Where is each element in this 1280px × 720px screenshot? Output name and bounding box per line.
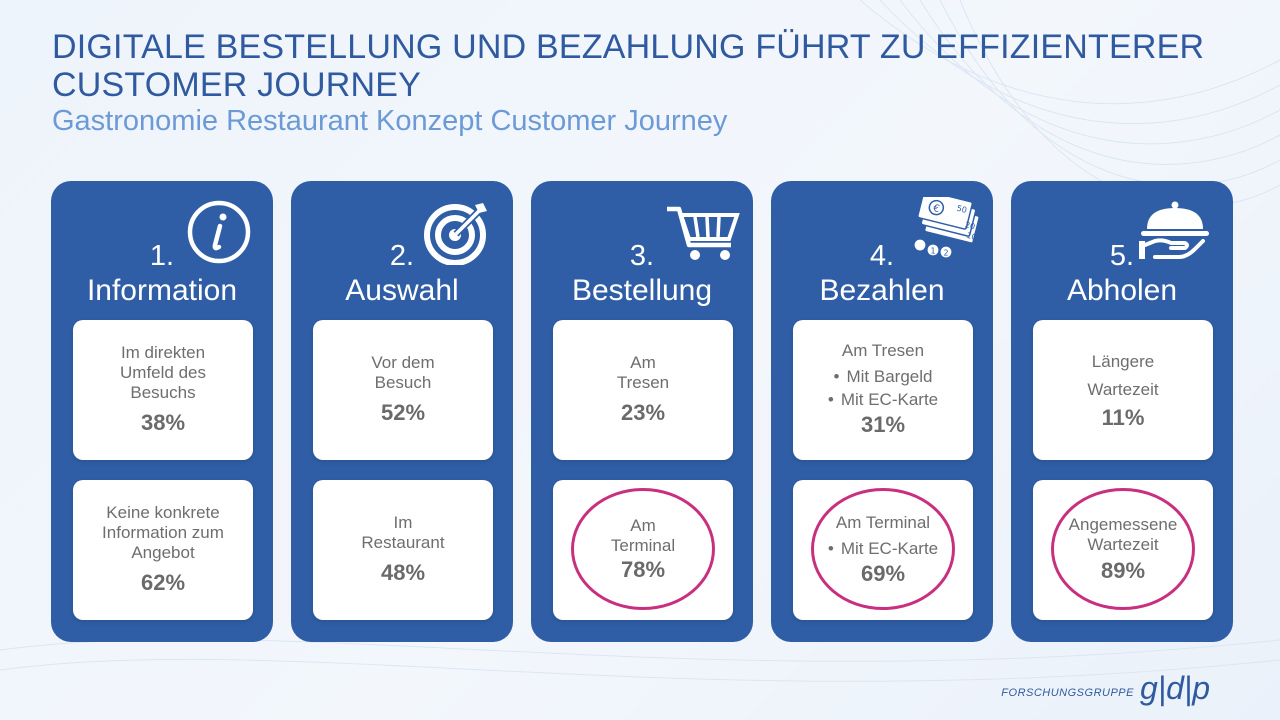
brand-mark: g|d|p: [1139, 670, 1210, 706]
option-box: Am Tresen Mit Bargeld Mit EC-Karte 31%: [793, 320, 973, 460]
option-percentage: 62%: [140, 570, 186, 595]
step-number: 2.: [389, 240, 415, 272]
step-title: Auswahl: [345, 274, 459, 307]
option-box: Am Terminal 78%: [553, 480, 733, 620]
option-text: Angemessene Wartezeit: [1068, 515, 1178, 554]
option-box: Am Tresen 23%: [553, 320, 733, 460]
option-percentage: 69%: [860, 560, 906, 586]
option-percentage: 23%: [620, 400, 666, 425]
step-card-information: 1. Information Im direkten Umfeld des Be…: [51, 181, 273, 642]
option-percentage: 11%: [1101, 405, 1145, 430]
money-icon: € 50 20 10 1 2: [913, 197, 980, 259]
svg-text:2: 2: [944, 249, 949, 258]
option-percentage: 38%: [140, 410, 186, 435]
step-number: 1.: [149, 240, 175, 272]
option-percentage: 52%: [380, 400, 426, 425]
step-title: Abholen: [1066, 274, 1178, 307]
option-text: Am Terminal: [835, 512, 931, 532]
cloche-hand-icon: [1139, 201, 1209, 259]
option-text: Am Tresen: [616, 353, 670, 392]
option-text: Vor dem Besuch: [371, 353, 435, 392]
svg-text:10: 10: [965, 231, 977, 242]
option-percentage: 89%: [1100, 558, 1146, 583]
step-title: Information: [86, 274, 238, 307]
step-number: 5.: [1109, 240, 1135, 272]
step-card-bestellung: 3. Bestellung Am Tresen 23% Am Terminal …: [531, 181, 753, 642]
step-card-bezahlen: € 50 20 10 1 2 4. Bezahlen Am Tresen Mit…: [771, 181, 993, 642]
page-subtitle: Gastronomie Restaurant Konzept Customer …: [52, 105, 728, 137]
page-title: DIGITALE BESTELLUNG UND BEZAHLUNG FÜHRT …: [52, 28, 1205, 104]
step-card-abholen: 5. Abholen Längere Wartezeit 11% Angemes…: [1011, 181, 1233, 642]
option-percentage: 31%: [860, 412, 906, 437]
option-box: Im direkten Umfeld des Besuchs 38%: [73, 320, 253, 460]
info-icon: [187, 200, 251, 264]
step-title: Bezahlen: [819, 274, 945, 307]
option-text: Längere Wartezeit: [1087, 352, 1159, 399]
step-number: 3.: [629, 240, 655, 272]
option-bullet-list: Mit EC-Karte: [828, 537, 938, 560]
option-text: Im direkten Umfeld des Besuchs: [120, 343, 206, 402]
option-bullet: Mit EC-Karte: [828, 537, 938, 560]
option-text: Am Terminal: [610, 516, 676, 555]
step-card-auswahl: 2. Auswahl Vor dem Besuch 52% Im Restaur…: [291, 181, 513, 642]
step-title: Bestellung: [571, 274, 713, 307]
option-text: Keine konkrete Information zum Angebot: [102, 503, 224, 562]
option-percentage: 48%: [380, 560, 426, 585]
brand-label: FORSCHUNGSGRUPPE: [1001, 687, 1134, 699]
option-text: Im Restaurant: [361, 513, 445, 552]
option-box: Angemessene Wartezeit 89%: [1033, 480, 1213, 620]
option-text: Am Tresen: [841, 341, 925, 360]
option-bullet-list: Mit Bargeld Mit EC-Karte: [828, 365, 938, 411]
brand-logo: FORSCHUNGSGRUPPE g|d|p: [1001, 672, 1210, 704]
option-box: Im Restaurant 48%: [313, 480, 493, 620]
option-box: Längere Wartezeit 11%: [1033, 320, 1213, 460]
option-bullet: Mit EC-Karte: [828, 388, 938, 411]
option-box: Vor dem Besuch 52%: [313, 320, 493, 460]
svg-text:€: €: [932, 203, 941, 215]
target-icon: [424, 203, 487, 265]
option-percentage: 78%: [620, 557, 666, 582]
option-bullet: Mit Bargeld: [828, 365, 938, 388]
shopping-cart-icon: [667, 206, 740, 260]
svg-text:50: 50: [956, 204, 968, 215]
svg-text:20: 20: [964, 220, 976, 231]
step-number: 4.: [869, 240, 895, 272]
option-box: Am Terminal Mit EC-Karte 69%: [793, 480, 973, 620]
svg-text:1: 1: [931, 247, 936, 256]
option-box: Keine konkrete Information zum Angebot 6…: [73, 480, 253, 620]
